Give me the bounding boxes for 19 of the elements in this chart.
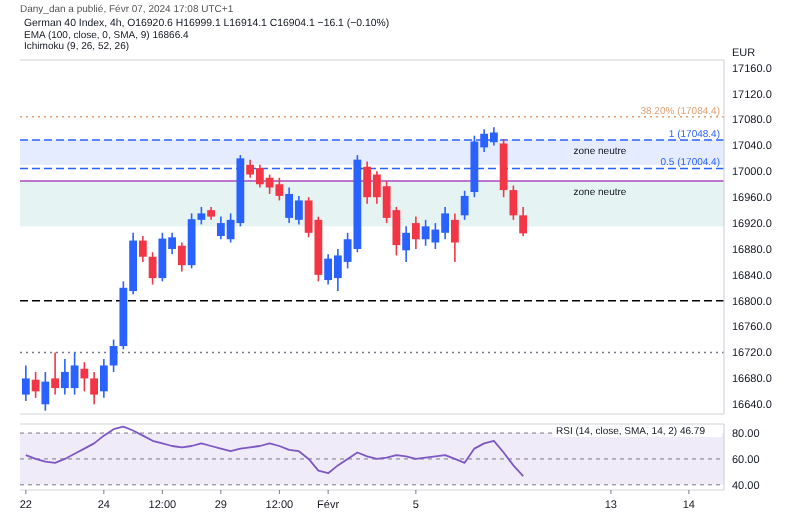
candlestick [90,371,99,406]
candlestick [21,364,30,402]
candlestick [411,215,420,250]
candlestick [499,138,508,198]
candlestick [177,241,186,273]
candlestick [509,184,518,221]
candlestick [41,371,50,412]
candlestick [99,358,108,399]
candlestick [402,225,411,263]
candlestick [148,251,157,286]
candlestick [80,361,89,393]
candlestick [51,351,59,396]
candlestick [31,371,40,399]
candlestick [460,189,469,221]
line-series [24,425,525,477]
candlestick [109,338,118,373]
candlestick [450,212,459,263]
candlestick [138,235,147,263]
candlestick [519,206,528,237]
